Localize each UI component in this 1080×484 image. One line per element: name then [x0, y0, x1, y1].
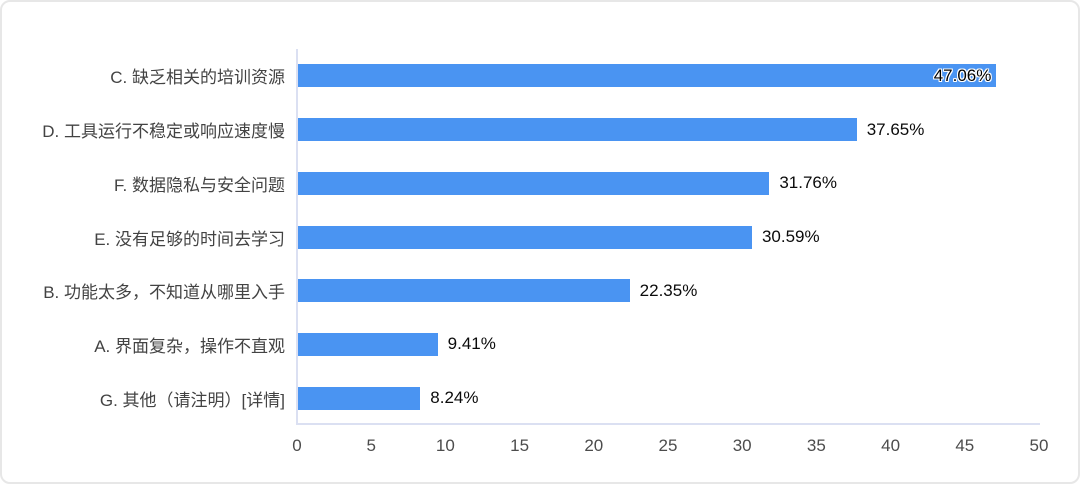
bar-row: G. 其他（请注明）[详情] 8.24% [2, 371, 1040, 425]
category-label: F. 数据隐私与安全问题 [114, 175, 285, 195]
x-tick-label: 45 [955, 436, 975, 455]
bar-row: F. 数据隐私与安全问题 31.76% [2, 156, 1040, 210]
bar-row: A. 界面复杂，操作不直观 9.41% [2, 318, 1040, 372]
bar-row: E. 没有足够的时间去学习 30.59% [2, 210, 1040, 264]
value-label: 22.35% [639, 280, 698, 300]
bar-row: D. 工具运行不稳定或响应速度慢 37.65% [2, 103, 1040, 157]
x-tick-label: 20 [584, 436, 604, 455]
bar-rows: C. 缺乏相关的培训资源 47.06% D. 工具运行不稳定或响应速度慢 37.65%… [2, 49, 1040, 425]
bar-track: 37.65% [298, 118, 1040, 142]
value-label: 47.06% [933, 65, 992, 85]
bar[interactable] [298, 279, 630, 303]
x-tick-label: 50 [1029, 436, 1049, 455]
value-label: 37.65% [866, 119, 925, 139]
x-tick-label: 25 [658, 436, 678, 455]
x-tick-label: 40 [881, 436, 901, 455]
bar[interactable] [298, 386, 421, 410]
category-label: A. 界面复杂，操作不直观 [94, 336, 285, 356]
category-label: G. 其他（请注明）[详情] [99, 390, 285, 410]
value-label: 8.24% [430, 388, 479, 408]
bar-track: 30.59% [298, 225, 1040, 249]
x-tick-label: 10 [435, 436, 455, 455]
bar[interactable]: 47.06% [298, 64, 997, 88]
bar-track: 47.06% [298, 64, 1040, 88]
value-label: 30.59% [761, 227, 820, 247]
x-tick-label: 30 [732, 436, 752, 455]
bar-track: 31.76% [298, 171, 1040, 195]
x-tick-label: 35 [806, 436, 826, 455]
bar-track: 22.35% [298, 279, 1040, 303]
category-label: B. 功能太多，不知道从哪里入手 [43, 283, 285, 303]
x-tick-label: 15 [510, 436, 530, 455]
x-tick-label: 0 [292, 436, 302, 455]
bar[interactable] [298, 332, 438, 356]
x-tick-label: 5 [366, 436, 376, 455]
bar[interactable] [298, 225, 752, 249]
bar[interactable] [298, 171, 770, 195]
bar-row: B. 功能太多，不知道从哪里入手 22.35% [2, 264, 1040, 318]
bar-row: C. 缺乏相关的培训资源 47.06% [2, 49, 1040, 103]
category-label: C. 缺乏相关的培训资源 [110, 68, 285, 88]
category-label: D. 工具运行不稳定或响应速度慢 [42, 122, 285, 142]
value-label: 9.41% [447, 334, 496, 354]
bar-track: 8.24% [298, 386, 1040, 410]
bar-track: 9.41% [298, 332, 1040, 356]
category-label: E. 没有足够的时间去学习 [94, 229, 285, 249]
x-axis: 0 5 10 15 20 25 30 35 40 45 50 [292, 436, 1048, 458]
bar[interactable] [298, 118, 857, 142]
value-label: 31.76% [779, 173, 837, 193]
